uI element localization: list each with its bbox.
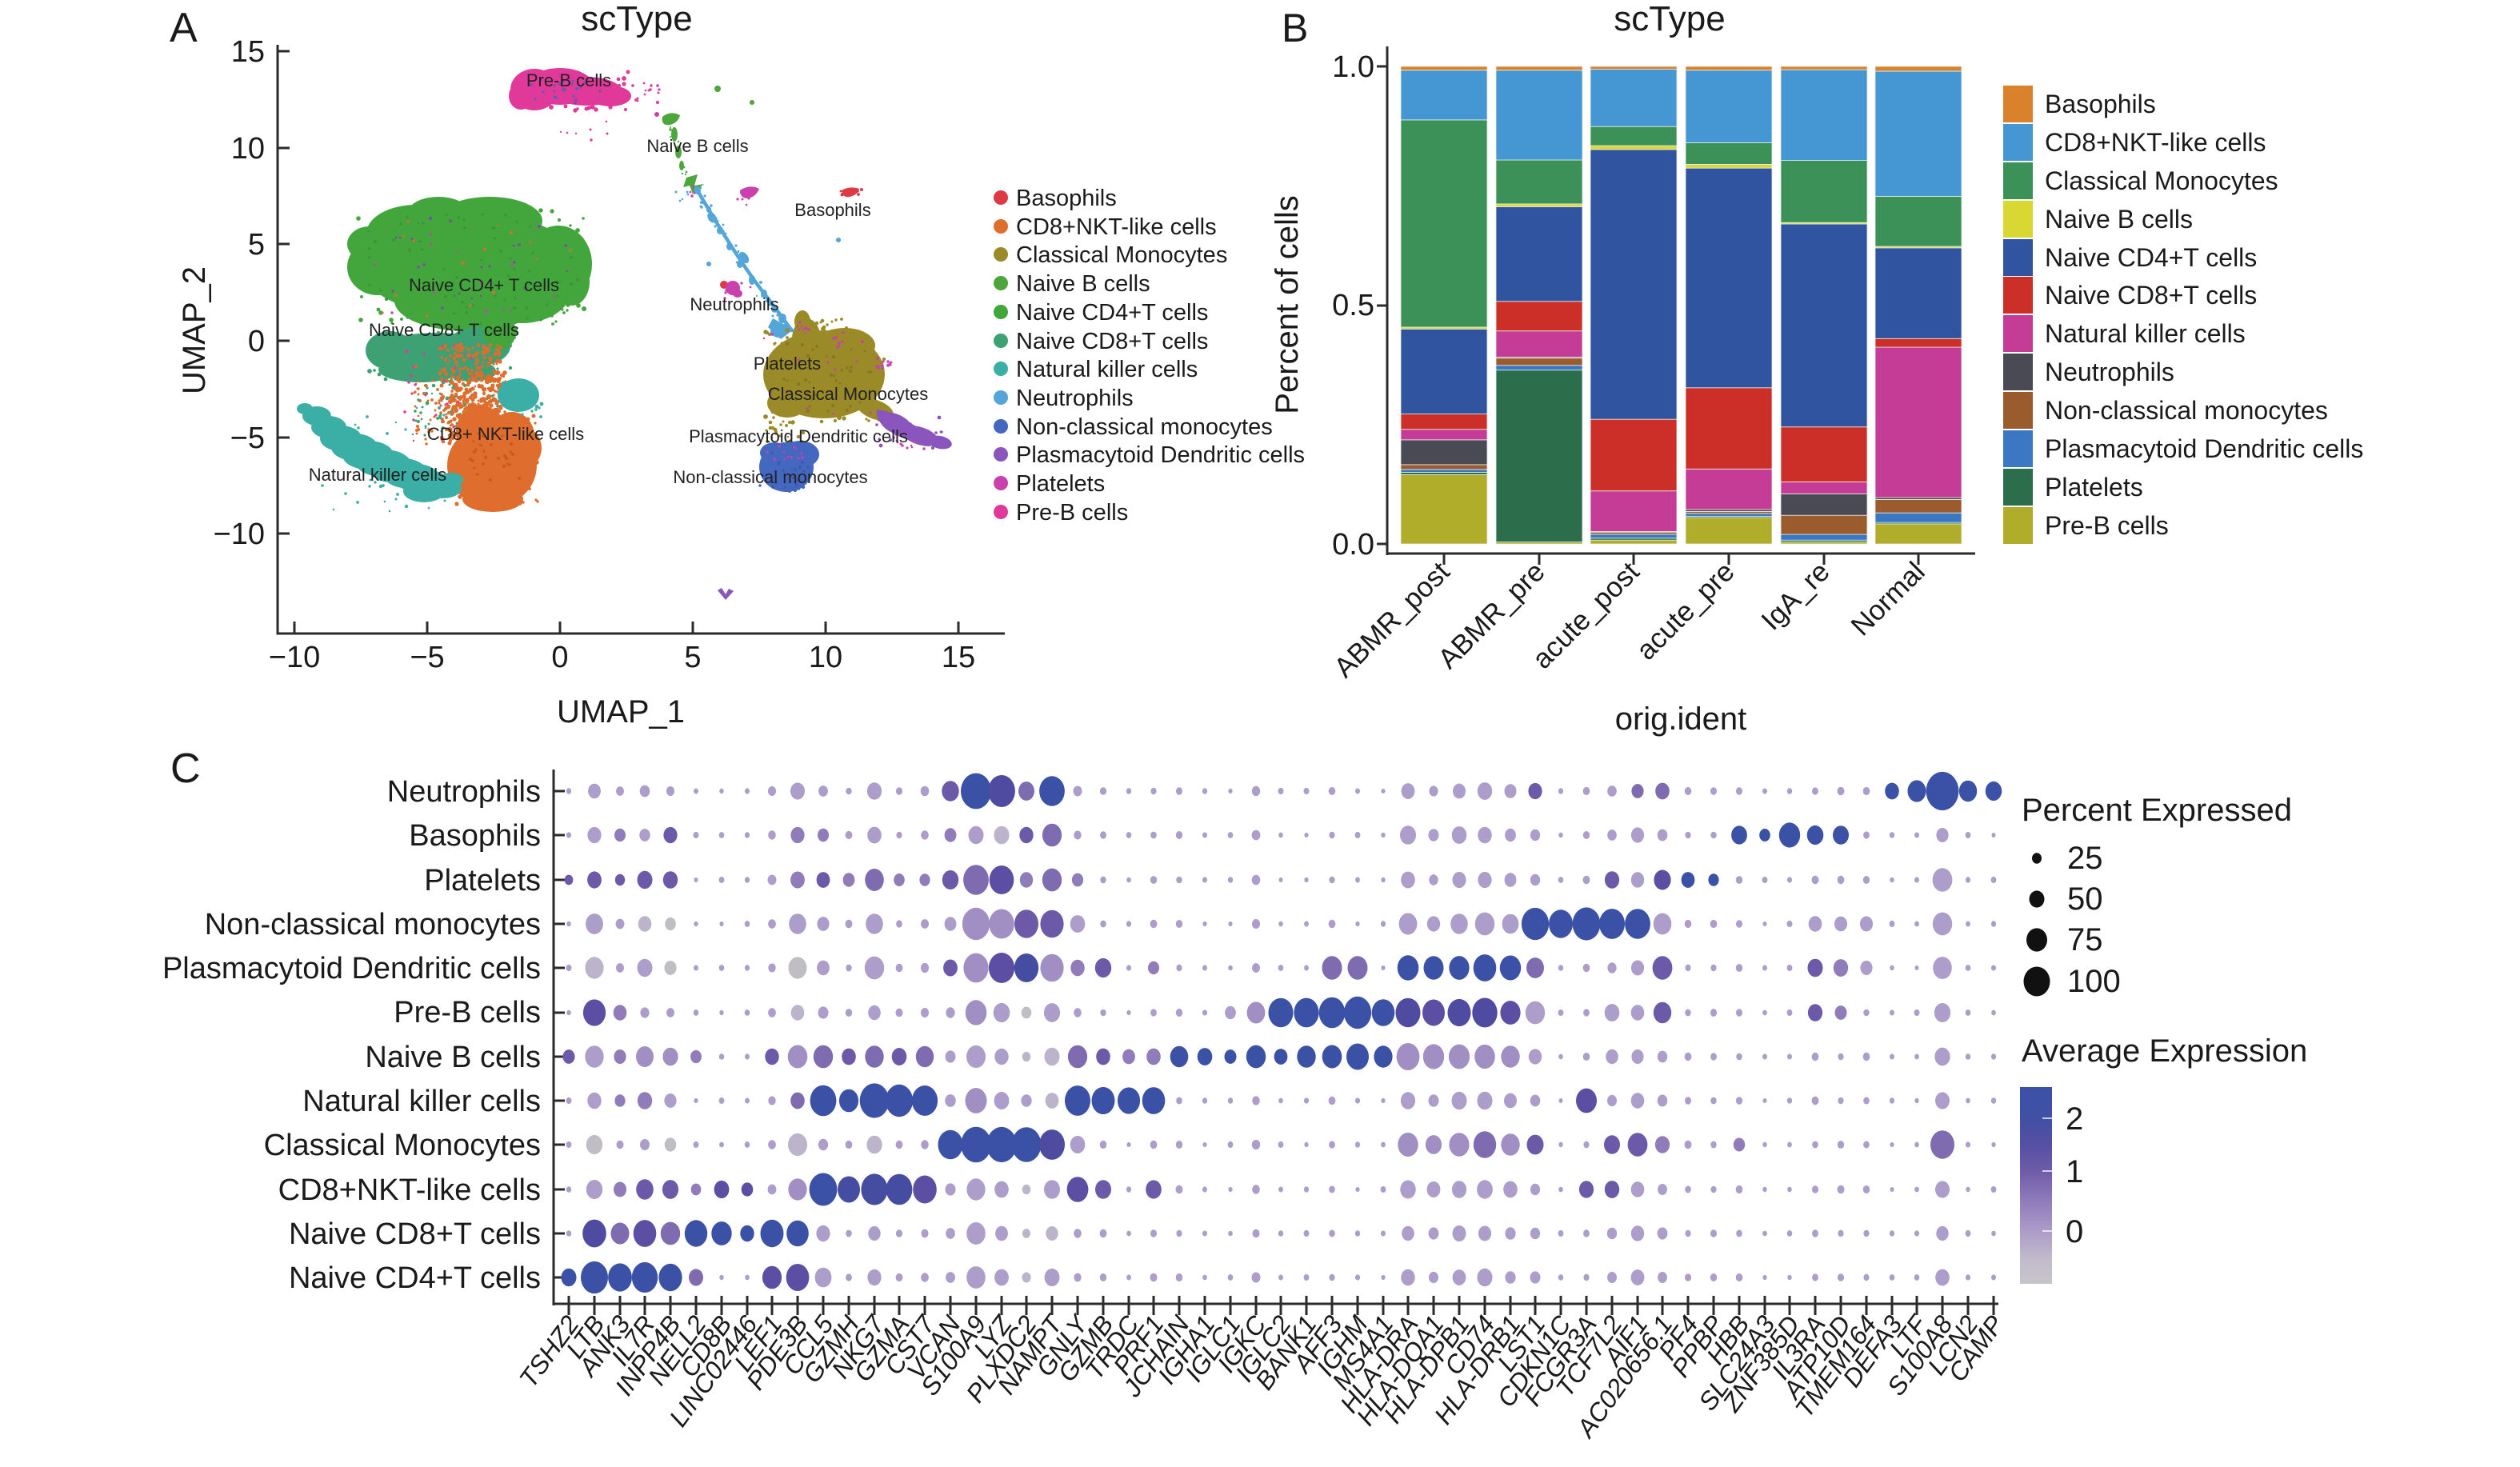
- svg-text:Non-classical monocytes: Non-classical monocytes: [673, 467, 867, 487]
- svg-text:Platelets: Platelets: [1016, 471, 1105, 497]
- svg-text:Platelets: Platelets: [2045, 473, 2143, 502]
- svg-text:Neutrophils: Neutrophils: [2045, 358, 2174, 386]
- svg-text:Natural killer cells: Natural killer cells: [2045, 319, 2246, 348]
- svg-text:Naive B cells: Naive B cells: [646, 136, 748, 156]
- svg-text:Naive B cells: Naive B cells: [1016, 271, 1150, 297]
- svg-text:Basophils: Basophils: [2045, 90, 2156, 118]
- svg-text:Pre-B cells: Pre-B cells: [1016, 500, 1128, 526]
- svg-text:Neutrophils: Neutrophils: [387, 775, 541, 809]
- svg-text:UMAP_1: UMAP_1: [557, 694, 685, 730]
- svg-text:A: A: [170, 5, 198, 51]
- svg-text:Naive CD8+T cells: Naive CD8+T cells: [289, 1217, 541, 1251]
- svg-text:Naive B cells: Naive B cells: [2045, 205, 2193, 234]
- svg-text:Pre-B cells: Pre-B cells: [526, 70, 611, 90]
- svg-text:B: B: [1282, 6, 1308, 50]
- svg-text:0.0: 0.0: [1332, 528, 1374, 562]
- svg-text:Platelets: Platelets: [754, 354, 821, 374]
- svg-text:Basophils: Basophils: [409, 819, 541, 853]
- svg-text:50: 50: [2067, 881, 2103, 917]
- svg-text:scType: scType: [581, 0, 692, 38]
- svg-text:Platelets: Platelets: [424, 864, 541, 897]
- svg-text:10: 10: [809, 641, 842, 674]
- svg-text:CD8+ NKT-like cells: CD8+ NKT-like cells: [427, 424, 584, 444]
- svg-text:Classical Monocytes: Classical Monocytes: [2045, 166, 2278, 195]
- svg-text:Basophils: Basophils: [794, 200, 870, 220]
- svg-text:−5: −5: [410, 641, 444, 674]
- svg-text:Naive CD4+T cells: Naive CD4+T cells: [1016, 300, 1208, 326]
- svg-text:Naive B cells: Naive B cells: [365, 1041, 541, 1074]
- svg-text:Naive CD8+T cells: Naive CD8+T cells: [2045, 281, 2257, 310]
- svg-text:Classical Monocytes: Classical Monocytes: [1016, 242, 1227, 268]
- svg-text:Plasmacytoid Dendritic cells: Plasmacytoid Dendritic cells: [689, 426, 908, 446]
- svg-text:Neutrophils: Neutrophils: [690, 294, 778, 314]
- svg-text:Naive CD8+T cells: Naive CD8+T cells: [1016, 329, 1208, 354]
- svg-text:Percent of cells: Percent of cells: [1270, 195, 1305, 414]
- svg-text:0: 0: [551, 641, 568, 674]
- svg-text:Classical Monocytes: Classical Monocytes: [768, 384, 929, 404]
- svg-text:CD8+NKT-like cells: CD8+NKT-like cells: [1016, 214, 1217, 240]
- svg-text:scType: scType: [1614, 0, 1725, 38]
- svg-text:2: 2: [2066, 1101, 2083, 1137]
- svg-text:CD8+NKT-like cells: CD8+NKT-like cells: [278, 1173, 541, 1207]
- svg-text:Naive CD4+ T cells: Naive CD4+ T cells: [409, 275, 559, 295]
- svg-text:5: 5: [248, 228, 265, 262]
- svg-text:75: 75: [2067, 922, 2103, 957]
- svg-text:C: C: [170, 745, 201, 792]
- svg-text:5: 5: [684, 641, 701, 674]
- svg-text:Naive CD8+ T cells: Naive CD8+ T cells: [369, 320, 519, 340]
- svg-text:0: 0: [248, 325, 265, 358]
- svg-text:15: 15: [231, 35, 265, 69]
- svg-text:0.5: 0.5: [1332, 289, 1374, 322]
- svg-text:Percent Expressed: Percent Expressed: [2022, 793, 2292, 828]
- svg-text:Plasmacytoid Dendritic cells: Plasmacytoid Dendritic cells: [162, 952, 541, 985]
- svg-text:Naive CD4+T cells: Naive CD4+T cells: [289, 1261, 541, 1295]
- svg-text:−5: −5: [230, 422, 265, 455]
- svg-text:Plasmacytoid Dendritic cells: Plasmacytoid Dendritic cells: [2045, 434, 2363, 463]
- svg-text:Non-classical monocytes: Non-classical monocytes: [2045, 396, 2328, 425]
- svg-text:0: 0: [2066, 1214, 2083, 1249]
- svg-text:25: 25: [2067, 841, 2103, 876]
- svg-text:Non-classical monocytes: Non-classical monocytes: [205, 908, 541, 941]
- svg-text:Naive CD4+T cells: Naive CD4+T cells: [2045, 243, 2257, 272]
- svg-text:10: 10: [231, 132, 265, 166]
- svg-text:1: 1: [2066, 1154, 2083, 1189]
- svg-text:Plasmacytoid Dendritic cells: Plasmacytoid Dendritic cells: [1016, 442, 1305, 468]
- svg-text:Non-classical monocytes: Non-classical monocytes: [1016, 414, 1273, 440]
- svg-text:Natural killer cells: Natural killer cells: [309, 465, 446, 485]
- svg-text:CD8+NKT-like cells: CD8+NKT-like cells: [2045, 128, 2266, 157]
- svg-text:Pre-B cells: Pre-B cells: [394, 996, 541, 1029]
- svg-text:−10: −10: [214, 518, 265, 551]
- svg-text:Average Expression: Average Expression: [2022, 1033, 2307, 1069]
- svg-text:100: 100: [2067, 964, 2121, 999]
- svg-text:Natural killer cells: Natural killer cells: [1016, 357, 1198, 382]
- svg-text:Classical Monocytes: Classical Monocytes: [264, 1129, 541, 1162]
- svg-text:−10: −10: [269, 641, 320, 674]
- svg-text:Neutrophils: Neutrophils: [1016, 386, 1134, 411]
- svg-text:orig.ident: orig.ident: [1615, 702, 1747, 737]
- svg-text:Basophils: Basophils: [1016, 186, 1117, 211]
- svg-text:15: 15: [942, 641, 975, 674]
- svg-text:Natural killer cells: Natural killer cells: [302, 1085, 541, 1118]
- svg-text:Pre-B cells: Pre-B cells: [2045, 511, 2169, 540]
- svg-text:1.0: 1.0: [1332, 50, 1374, 84]
- svg-text:UMAP_2: UMAP_2: [177, 266, 212, 394]
